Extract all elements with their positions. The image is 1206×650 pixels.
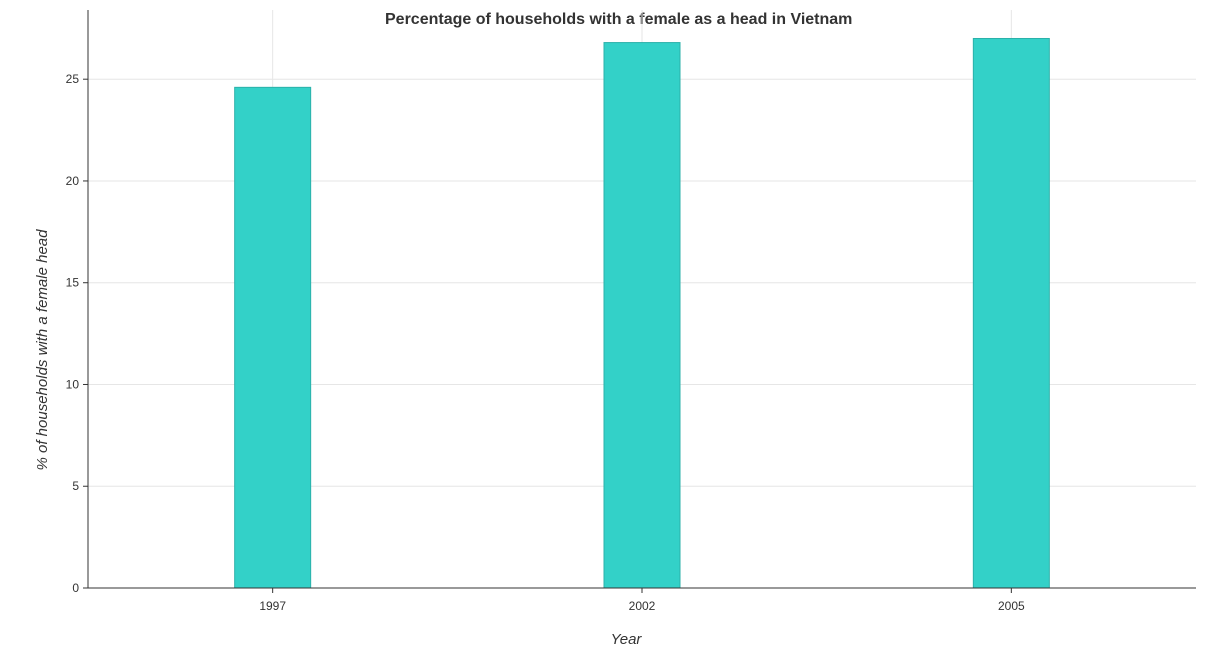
y-tick-label: 5 <box>72 479 79 493</box>
y-tick-labels: 0 5 10 15 20 25 <box>66 72 80 595</box>
y-tick-label: 25 <box>66 72 80 86</box>
x-axis-label: Year <box>611 631 643 648</box>
y-tick-label: 15 <box>66 276 80 290</box>
bar-2002 <box>603 42 681 589</box>
x-tick-labels: 1997 2002 2005 <box>259 599 1025 613</box>
axes <box>83 10 1196 593</box>
bar-1997 <box>234 86 312 589</box>
x-tick-label: 1997 <box>259 599 286 613</box>
chart-title: Percentage of households with a female a… <box>385 11 852 28</box>
y-tick-label: 0 <box>72 581 79 595</box>
y-tick-label: 20 <box>66 174 80 188</box>
bars <box>234 37 1050 589</box>
x-tick-label: 2005 <box>998 599 1025 613</box>
y-axis-label: % of households with a female head <box>34 229 51 471</box>
y-tick-label: 10 <box>66 377 80 391</box>
x-tick-label: 2002 <box>629 599 656 613</box>
bar-2005 <box>972 37 1050 589</box>
